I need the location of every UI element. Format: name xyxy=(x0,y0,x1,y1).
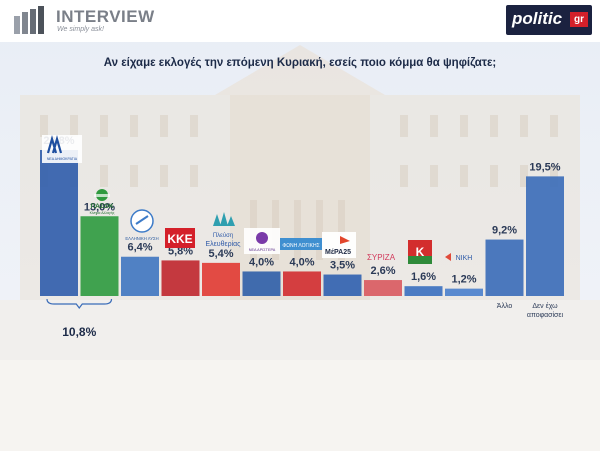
bar-11 xyxy=(445,288,483,296)
category-label-13-line-2: αποφασίσει xyxy=(527,311,564,319)
mera25-logo-label: ΜέΡΑ25 xyxy=(325,249,351,256)
header-bar: INTERVIEW We simply ask! politic gr xyxy=(0,0,600,42)
kinima-logo-label: K xyxy=(416,245,425,259)
value-label-6: 4,0% xyxy=(249,256,274,268)
category-label-12: Άλλο xyxy=(497,303,513,310)
niki-logo-label: ΝΙΚΗ xyxy=(456,255,473,262)
nd-logo-label: ΝΕΑ ΔΗΜΟΚΡΑΤΙΑ xyxy=(47,157,78,161)
bar-6 xyxy=(242,271,281,296)
value-label-11: 1,2% xyxy=(451,274,476,286)
kke-logo-icon: ΚΚΕ xyxy=(165,228,195,248)
pasok-logo-label: ΠΑΣΟΚ xyxy=(90,203,113,210)
elliniki-lysi-logo-icon: ΕΛΛΗΝΙΚΗ ΛΥΣΗ xyxy=(125,209,159,241)
value-label-2: 13,0% xyxy=(84,201,115,213)
value-label-5: 5,4% xyxy=(208,248,233,260)
value-label-12: 9,2% xyxy=(492,225,517,237)
value-label-3: 6,4% xyxy=(127,242,152,254)
plefsi-logo-label-1: Πλεύση xyxy=(213,233,233,239)
bar-10 xyxy=(404,286,443,296)
syriza-logo-icon: ΣΥΡΙΖΑ xyxy=(367,253,396,262)
bar-2 xyxy=(80,216,119,296)
politic-logo-text: politic xyxy=(512,9,563,28)
bar-3 xyxy=(121,256,159,296)
value-label-8: 3,5% xyxy=(330,260,355,272)
brand-name: INTERVIEW xyxy=(56,7,155,26)
chart-title: Αν είχαμε εκλογές την επόμενη Κυριακή, ε… xyxy=(103,57,497,69)
pasok-logo-icon: ΠΑΣΟΚ Κίνημα Αλλαγής xyxy=(90,189,115,215)
category-label-13-line-1: Δεν έχω xyxy=(532,302,558,310)
elliniki-lysi-logo-label: ΕΛΛΗΝΙΚΗ ΛΥΣΗ xyxy=(125,236,158,241)
bar-7 xyxy=(283,271,321,296)
politic-logo: politic gr xyxy=(506,5,592,35)
value-label-13: 19,5% xyxy=(529,161,560,173)
value-label-9: 2,6% xyxy=(370,265,395,277)
niki-logo-icon: ΝΙΚΗ xyxy=(445,253,473,262)
foni-logikis-logo-icon: ΦΩΝΗ ΛΟΓΙΚΗΣ xyxy=(280,238,322,250)
value-label-4: 5,8% xyxy=(168,245,193,257)
kinima-logo-icon: K xyxy=(408,240,432,264)
kke-logo-label: ΚΚΕ xyxy=(167,232,192,246)
bar-1 xyxy=(40,150,78,296)
plefsi-logo-label-2: Ελευθερίας xyxy=(205,240,241,248)
nd-logo-icon: ΝΕΑ ΔΗΜΟΚΡΑΤΙΑ xyxy=(42,135,82,163)
mera25-logo-icon: ΜέΡΑ25 xyxy=(322,232,356,258)
pasok-logo-sublabel: Κίνημα Αλλαγής xyxy=(90,211,115,215)
bar-12 xyxy=(485,239,524,296)
nea-aristera-logo-icon: ΝΕΑ ΑΡΙΣΤΕΡΑ xyxy=(244,228,280,254)
difference-bracket xyxy=(46,298,113,309)
bar-8 xyxy=(323,274,362,296)
interview-logo-icon xyxy=(14,6,44,34)
bar-9 xyxy=(364,280,402,296)
bar-4 xyxy=(161,260,200,296)
value-label-7: 4,0% xyxy=(289,256,314,268)
value-label-10: 1,6% xyxy=(411,271,436,283)
politic-logo-badge: gr xyxy=(570,12,588,27)
foni-logikis-logo-label: ΦΩΝΗ ΛΟΓΙΚΗΣ xyxy=(282,243,319,249)
nea-aristera-logo-label: ΝΕΑ ΑΡΙΣΤΕΡΑ xyxy=(249,248,276,252)
brand-tagline: We simply ask! xyxy=(57,26,104,33)
bar-13 xyxy=(526,176,564,296)
bar-5 xyxy=(202,262,240,296)
plefsi-logo-icon: Πλεύση Ελευθερίας xyxy=(205,212,241,248)
difference-annotation: 10,8% xyxy=(62,325,96,339)
syriza-logo-label: ΣΥΡΙΖΑ xyxy=(367,253,396,262)
